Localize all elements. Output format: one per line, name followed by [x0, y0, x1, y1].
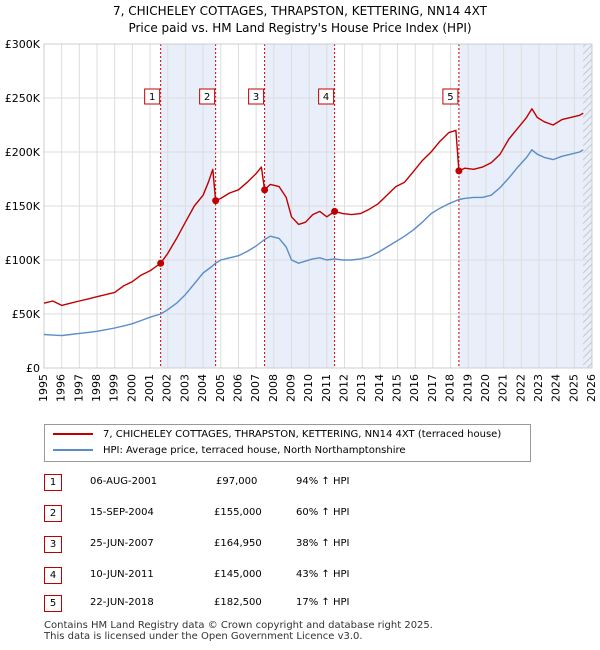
sale-hpi-change: 43% ↑ HPI [296, 569, 350, 580]
x-tick-label: 2001 [143, 374, 156, 402]
sale-date: 10-JUN-2011 [90, 569, 154, 580]
x-tick-label: 2018 [444, 374, 457, 402]
sale-hpi-change: 94% ↑ HPI [296, 476, 350, 487]
sale-point [157, 259, 165, 267]
y-tick-label: £50K [12, 308, 41, 321]
sale-point [331, 207, 339, 215]
footer: Contains HM Land Registry data © Crown c… [44, 620, 433, 642]
x-tick-label: 2013 [355, 374, 368, 402]
x-tick-label: 2009 [284, 374, 297, 402]
sale-hpi-change: 60% ↑ HPI [296, 507, 350, 518]
y-tick-label: £0 [26, 362, 40, 375]
sale-label-box [318, 88, 335, 105]
x-tick-label: 1998 [90, 374, 103, 402]
sale-point [455, 167, 463, 175]
sale-price: £145,000 [214, 569, 262, 580]
legend: 7, CHICHELEY COTTAGES, THRAPSTON, KETTER… [44, 424, 531, 462]
chart-title: 7, CHICHELEY COTTAGES, THRAPSTON, KETTER… [113, 4, 487, 18]
x-tick-label: 1996 [55, 374, 68, 402]
x-tick-label: 2023 [532, 374, 545, 402]
footer-license: This data is licensed under the Open Gov… [44, 631, 363, 642]
property-price-line [43, 108, 584, 307]
sale-price: £97,000 [216, 476, 258, 487]
x-tick-label: 2019 [461, 374, 474, 402]
legend-item-property: 7, CHICHELEY COTTAGES, THRAPSTON, KETTER… [53, 428, 501, 442]
sale-date: 15-SEP-2004 [90, 507, 154, 518]
sale-date: 06-AUG-2001 [90, 476, 158, 487]
sale-label: 2 [204, 92, 210, 103]
x-tick-label: 2024 [550, 374, 563, 402]
sale-point [212, 197, 220, 205]
legend-label-hpi: HPI: Average price, terraced house, Nort… [103, 445, 406, 456]
x-tick-label: 2010 [302, 374, 315, 402]
table-row: 4 10-JUN-2011 £145,000 43% ↑ HPI [44, 565, 544, 585]
sale-badge: 4 [44, 567, 62, 584]
sale-price: £182,500 [214, 597, 262, 608]
sale-badge: 2 [44, 505, 62, 522]
x-tick-label: 2017 [426, 374, 439, 402]
x-tick-label: 2002 [161, 374, 174, 402]
sale-hpi-change: 17% ↑ HPI [296, 597, 350, 608]
legend-item-hpi: HPI: Average price, terraced house, Nort… [53, 444, 406, 458]
x-tick-label: 2015 [391, 374, 404, 402]
x-tick-label: 2026 [585, 374, 598, 402]
y-tick-label: £250K [5, 92, 41, 105]
x-tick-label: 1997 [72, 374, 85, 402]
price-chart: £0 £50K £100K £150K £200K £250K £300K 1995 1996 1… [5, 38, 598, 402]
x-tick-label: 2025 [567, 374, 580, 402]
sale-price: £164,950 [214, 538, 262, 549]
x-tick-label: 2003 [178, 374, 191, 402]
sale-label-box [442, 88, 459, 105]
legend-label-property: 7, CHICHELEY COTTAGES, THRAPSTON, KETTER… [103, 429, 502, 440]
hpi-line [43, 149, 584, 337]
chart-subtitle: Price paid vs. HM Land Registry's House … [128, 21, 472, 35]
sale-label: 5 [447, 92, 453, 103]
x-tick-label: 2007 [249, 374, 262, 402]
table-row: 5 22-JUN-2018 £182,500 17% ↑ HPI [44, 593, 544, 613]
x-tick-label: 2022 [514, 374, 527, 402]
sale-label: 3 [253, 92, 259, 103]
x-tick-label: 2000 [125, 374, 138, 402]
table-row: 3 25-JUN-2007 £164,950 38% ↑ HPI [44, 534, 544, 554]
sale-label: 1 [149, 92, 155, 103]
sale-badge: 1 [44, 474, 62, 491]
x-tick-label: 2004 [196, 374, 209, 402]
sale-label-box [199, 88, 216, 105]
x-tick-label: 2006 [231, 374, 244, 402]
sale-date: 25-JUN-2007 [90, 538, 154, 549]
x-tick-label: 2021 [497, 374, 510, 402]
x-tick-label: 2020 [479, 374, 492, 402]
y-tick-label: £100K [5, 254, 41, 267]
y-tick-label: £300K [5, 38, 41, 51]
sale-label: 4 [323, 92, 329, 103]
table-row: 2 15-SEP-2004 £155,000 60% ↑ HPI [44, 503, 544, 523]
sale-label-box [144, 88, 161, 105]
sale-badge: 5 [44, 595, 62, 612]
sale-badge: 3 [44, 536, 62, 553]
x-tick-label: 2005 [214, 374, 227, 402]
x-tick-label: 2012 [338, 374, 351, 402]
x-tick-label: 2008 [267, 374, 280, 402]
sale-label-box [248, 88, 265, 105]
x-tick-label: 1999 [108, 374, 121, 402]
legend-swatch-hpi [53, 449, 93, 451]
plot-frame [43, 43, 593, 369]
x-tick-label: 2011 [320, 374, 333, 402]
sale-price: £155,000 [214, 507, 262, 518]
table-row: 1 06-AUG-2001 £97,000 94% ↑ HPI [44, 472, 544, 492]
x-tick-label: 2016 [408, 374, 421, 402]
y-tick-label: £200K [5, 146, 41, 159]
y-tick-label: £150K [5, 200, 41, 213]
footer-copyright: Contains HM Land Registry data © Crown c… [44, 620, 433, 631]
sale-date: 22-JUN-2018 [90, 597, 154, 608]
legend-swatch-property [53, 433, 93, 435]
x-tick-label: 2014 [373, 374, 386, 402]
x-tick-label: 1995 [37, 374, 50, 402]
sale-hpi-change: 38% ↑ HPI [296, 538, 350, 549]
sale-point [261, 186, 269, 194]
